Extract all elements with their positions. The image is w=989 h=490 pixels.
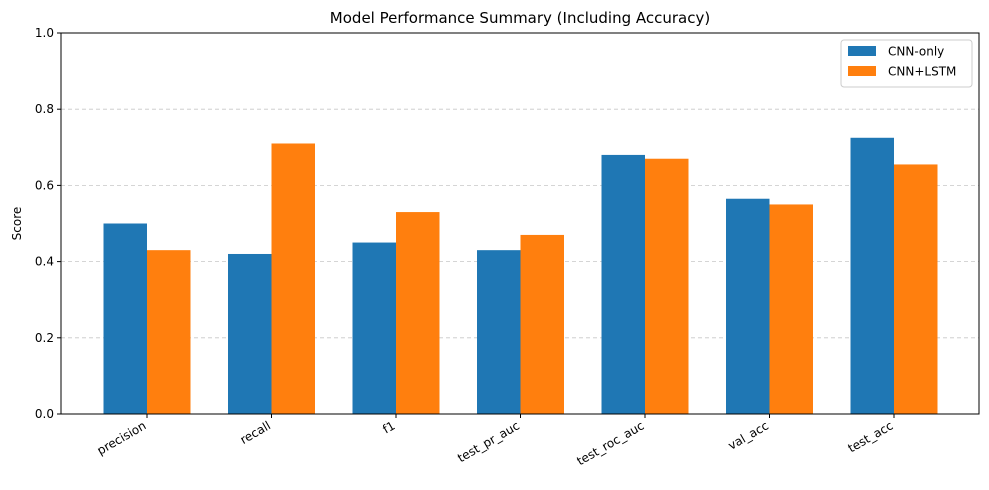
bar-cnn-only: [477, 250, 521, 414]
plot-frame: [60, 32, 980, 415]
y-tick-label: 1.0: [35, 26, 54, 40]
bar-cnn-lstm: [271, 143, 315, 415]
y-tick-label: 0.0: [35, 407, 54, 421]
bar-cnn-lstm: [894, 164, 938, 414]
x-tick-label: val_acc: [726, 418, 771, 452]
bar-cnn-only: [850, 137, 894, 414]
y-tick-label: 0.2: [35, 331, 54, 345]
x-axis: precision recall f1 test_pr_auc test_roc_auc…: [95, 414, 896, 468]
bars: [103, 137, 938, 415]
bar-cnn-lstm: [396, 212, 440, 414]
y-tick-label: 0.6: [35, 178, 54, 192]
bar-cnn-only: [228, 253, 272, 414]
x-tick-label: test_acc: [846, 418, 896, 455]
bar-cnn-lstm: [520, 234, 564, 414]
x-tick-label: f1: [380, 418, 397, 436]
y-tick-label: 0.4: [35, 255, 54, 269]
bar-cnn-lstm: [147, 250, 191, 414]
bar-cnn-only: [726, 198, 770, 414]
y-axis: 0.0 0.2 0.4 0.6 0.8 1.0: [35, 26, 61, 421]
bar-cnn-lstm: [645, 158, 689, 414]
bar-cnn-only: [601, 154, 645, 415]
legend-label: CNN+LSTM: [888, 65, 956, 79]
y-tick-label: 0.8: [35, 102, 54, 116]
y-axis-label: Score: [10, 207, 24, 241]
bar-cnn-lstm: [769, 204, 813, 414]
x-tick-label: precision: [95, 418, 149, 457]
x-tick-label: test_roc_auc: [574, 418, 646, 468]
bar-cnn-only: [103, 223, 147, 414]
x-tick-label: test_pr_auc: [455, 418, 522, 465]
legend-swatch: [848, 66, 876, 76]
legend-label: CNN-only: [888, 45, 944, 59]
x-tick-label: recall: [238, 418, 273, 446]
legend: CNN-only CNN+LSTM: [840, 39, 973, 88]
legend-swatch: [848, 46, 876, 56]
chart-title: Model Performance Summary (Including Acc…: [330, 9, 710, 27]
bar-cnn-only: [352, 242, 396, 414]
